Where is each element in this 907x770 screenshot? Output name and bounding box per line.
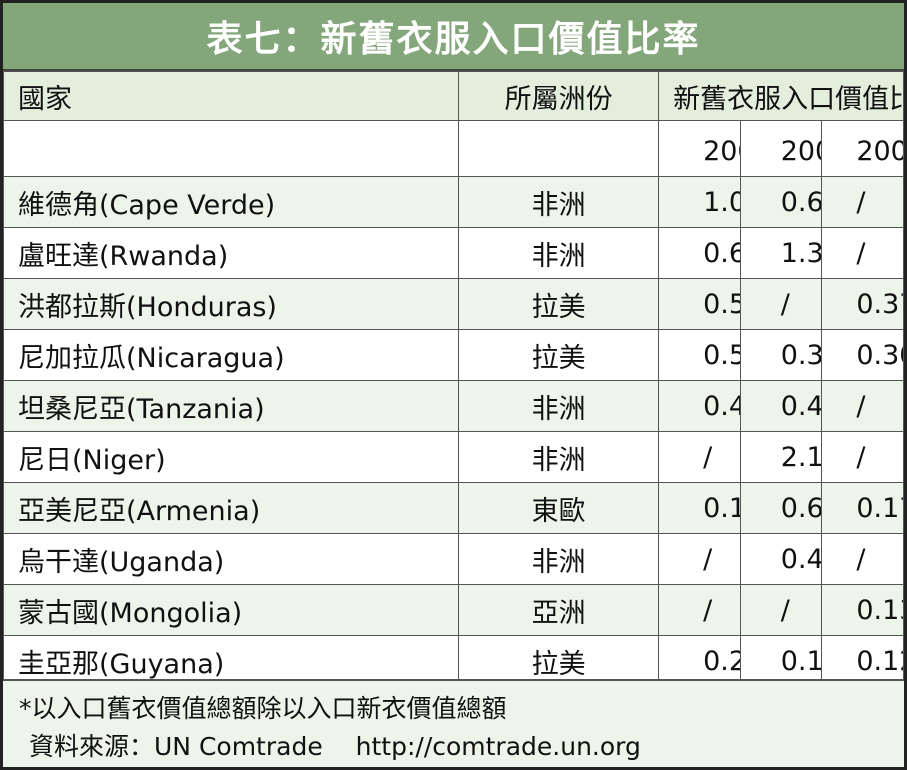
cell-region: 亞洲 [458,584,660,636]
cell-2008: / [739,278,823,330]
cell-region: 非洲 [458,176,660,228]
cell-2007: 0.12(5) [821,635,904,687]
table-row: 尼日(Niger)非洲/2.14(1)/ [3,431,904,483]
table-title: 表七：新舊衣服入口價值比率 [3,3,904,71]
cell-2009: 0.52(4) [658,329,741,381]
cell-region: 非洲 [458,227,660,279]
table-row: 洪都拉斯(Honduras)拉美0.53(3)/0.37(1) [3,278,904,330]
cell-country: 盧旺達(Rwanda) [3,227,460,279]
cell-region: 非洲 [458,380,660,432]
cell-country: 蒙古國(Mongolia) [3,584,460,636]
table-row: 蒙古國(Mongolia)亞洲//0.13(4) [3,584,904,636]
table-row: 烏干達(Uganda)非洲/0.43(5)/ [3,533,904,585]
footnote: *以入口舊衣價值總額除以入口新衣價值總額 [19,694,507,723]
header-year-2008: 2008年 [739,120,823,177]
header-row: 國家 所屬洲份 新舊衣服入口價值比率*(當年排名) [3,71,904,121]
cell-region: 拉美 [458,278,660,330]
cell-2009: 0.15(9) [658,482,741,534]
cell-2009: 1.04(1) [658,176,741,228]
cell-2007: / [821,431,904,483]
cell-2009: / [658,431,741,483]
cell-region: 拉美 [458,329,660,381]
cell-country: 烏干達(Uganda) [3,533,460,585]
cell-2007: / [821,380,904,432]
cell-2009: / [658,533,741,585]
cell-2007: / [821,533,904,585]
table-footer: *以入口舊衣價值總額除以入口新衣價值總額 資料來源：UN Comtrade ht… [3,679,904,767]
cell-2008: 1.30(2) [739,227,823,279]
cell-2009: 0.53(3) [658,278,741,330]
source-note: 資料來源：UN Comtrade http://comtrade.un.org [29,732,641,761]
table-row: 維德角(Cape Verde)非洲1.04(1)0.66(4)/ [3,176,904,228]
cell-2008: 0.68(3) [739,482,823,534]
cell-2008: / [739,584,823,636]
header-country: 國家 [3,71,460,121]
cell-region: 東歐 [458,482,660,534]
year-row-blank-2 [458,120,660,177]
cell-country: 圭亞那(Guyana) [3,635,460,687]
table-row: 圭亞那(Guyana)拉美0.28(19)0.14(27)0.12(5) [3,635,904,687]
table-row: 尼加拉瓜(Nicaragua)拉美0.52(4)0.34(15)0.30(2) [3,329,904,381]
cell-2008: 0.40(11) [739,380,823,432]
cell-2008: 0.34(15) [739,329,823,381]
cell-2007: 0.30(2) [821,329,904,381]
data-table: 國家 所屬洲份 新舊衣服入口價值比率*(當年排名) 2009年 2008年 20… [3,71,904,687]
cell-2008: 0.66(4) [739,176,823,228]
header-region: 所屬洲份 [458,71,660,121]
cell-country: 維德角(Cape Verde) [3,176,460,228]
header-year-2007: 2007年 [821,120,904,177]
cell-2009: 0.63(2) [658,227,741,279]
cell-region: 非洲 [458,533,660,585]
cell-country: 尼日(Niger) [3,431,460,483]
cell-region: 非洲 [458,431,660,483]
cell-country: 尼加拉瓜(Nicaragua) [3,329,460,381]
table-row: 盧旺達(Rwanda)非洲0.63(2)1.30(2)/ [3,227,904,279]
cell-region: 拉美 [458,635,660,687]
table-row: 坦桑尼亞(Tanzania)非洲0.48(5)0.40(11)/ [3,380,904,432]
table-row: 亞美尼亞(Armenia)東歐0.15(9)0.68(3)0.17(3) [3,482,904,534]
cell-2007: 0.37(1) [821,278,904,330]
year-row-blank-1 [3,120,460,177]
header-ratio: 新舊衣服入口價值比率*(當年排名) [658,71,904,121]
cell-country: 坦桑尼亞(Tanzania) [3,380,460,432]
cell-2009: / [658,584,741,636]
cell-country: 洪都拉斯(Honduras) [3,278,460,330]
cell-2009: 0.48(5) [658,380,741,432]
cell-country: 亞美尼亞(Armenia) [3,482,460,534]
cell-2007: / [821,227,904,279]
cell-2007: 0.13(4) [821,584,904,636]
cell-2007: / [821,176,904,228]
cell-2008: 0.14(27) [739,635,823,687]
header-year-2009: 2009年 [658,120,741,177]
cell-2007: 0.17(3) [821,482,904,534]
cell-2008: 2.14(1) [739,431,823,483]
year-row: 2009年 2008年 2007年 [3,120,904,177]
cell-2008: 0.43(5) [739,533,823,585]
